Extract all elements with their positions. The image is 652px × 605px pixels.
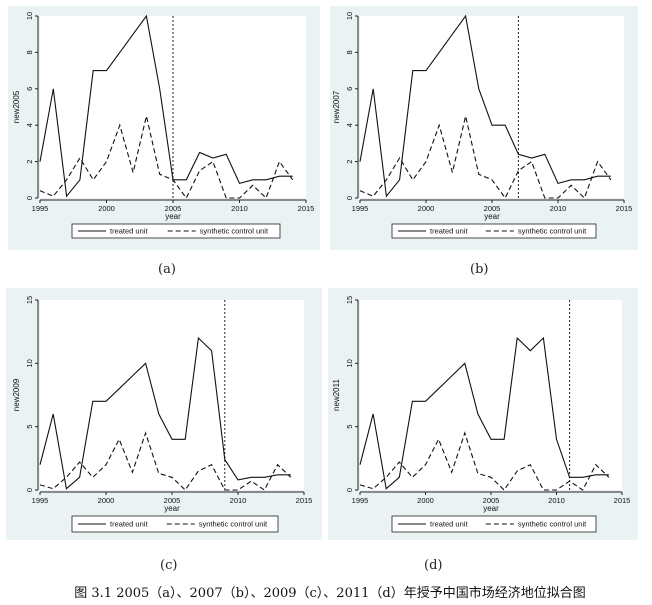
x-tick-label: 2000	[98, 204, 115, 213]
x-tick-label: 2015	[614, 496, 631, 505]
x-tick-label: 2010	[230, 496, 247, 505]
y-tick-label: 0	[345, 196, 354, 200]
y-tick-label: 6	[345, 87, 354, 91]
y-tick-label: 4	[345, 123, 354, 127]
x-tick-label: 2010	[550, 204, 567, 213]
x-axis-title: year	[164, 504, 180, 513]
legend-synthetic-label: synthetic control unit	[200, 227, 269, 236]
chart-b: 1995 2000 2005 2010 2015 0 2 4 6 8 10 year new2007 tr…	[332, 12, 633, 239]
synthetic-control-line	[359, 431, 610, 491]
subcaption-c: (c)	[160, 558, 178, 573]
panel-a: 1995 2000 2005 2010 2015 0 2 4 6 8 10 year new2005 tr…	[8, 6, 320, 250]
y-tick-label: 0	[25, 488, 34, 492]
x-tick-label: 1995	[32, 204, 49, 213]
y-tick-label: 2	[25, 160, 34, 164]
synthetic-control-line	[39, 115, 294, 200]
y-tick-label: 5	[345, 425, 354, 429]
x-tick-label: 2000	[417, 496, 434, 505]
plot-area	[360, 300, 622, 490]
plot-area	[40, 300, 304, 490]
x-tick-label: 2005	[484, 204, 501, 213]
legend-synthetic-label: synthetic control unit	[199, 520, 268, 529]
x-tick-label: 2000	[418, 204, 435, 213]
x-tick-label: 2010	[231, 204, 248, 213]
y-tick-label: 8	[345, 50, 354, 54]
y-tick-label: 10	[25, 12, 34, 20]
panel-b: 1995 2000 2005 2010 2015 0 2 4 6 8 10 year new2007 tr…	[330, 6, 638, 250]
x-tick-label: 2005	[483, 496, 500, 505]
y-axis-title: new2009	[12, 378, 21, 411]
x-tick-label: 2015	[296, 496, 313, 505]
subcaption-a: (a)	[158, 262, 176, 277]
legend-synthetic-label: synthetic control unit	[518, 520, 587, 529]
treated-unit-line	[359, 336, 609, 490]
x-tick-label: 2015	[616, 204, 633, 213]
legend-treated-label: treated unit	[110, 520, 148, 529]
synthetic-control-line	[359, 115, 612, 200]
subcaption-d: (d)	[424, 558, 443, 573]
treated-unit-line	[39, 336, 291, 490]
y-axis-title: new2005	[12, 90, 21, 123]
synthetic-control-line	[39, 431, 292, 491]
y-tick-label: 10	[345, 359, 354, 367]
x-tick-label: 2005	[165, 204, 182, 213]
x-tick-label: 2015	[298, 204, 315, 213]
legend-treated-label: treated unit	[430, 520, 468, 529]
y-tick-label: 0	[25, 196, 34, 200]
y-tick-label: 0	[345, 488, 354, 492]
chart-a: 1995 2000 2005 2010 2015 0 2 4 6 8 10 year new2005 tr…	[12, 12, 315, 239]
y-axis-title: new2007	[332, 90, 341, 123]
y-axis-title: new2011	[332, 379, 341, 411]
x-axis-title: year	[484, 212, 500, 221]
y-tick-label: 10	[345, 12, 354, 20]
y-tick-label: 15	[25, 296, 34, 304]
x-tick-label: 1995	[352, 496, 369, 505]
legend-treated-label: treated unit	[430, 227, 468, 236]
x-tick-label: 1995	[32, 496, 49, 505]
x-tick-label: 1995	[352, 204, 369, 213]
plot-area	[360, 16, 624, 198]
x-axis-title: year	[165, 212, 181, 221]
legend-synthetic-label: synthetic control unit	[518, 227, 587, 236]
legend-treated-label: treated unit	[110, 227, 148, 236]
y-tick-label: 10	[25, 359, 34, 367]
plot-area	[40, 16, 306, 198]
x-tick-label: 2005	[164, 496, 181, 505]
panel-c: 1995 2000 2005 2010 2015 0 5 10 15 year new2009 tre…	[6, 288, 322, 540]
x-tick-label: 2000	[98, 496, 115, 505]
subcaption-b: (b)	[470, 262, 489, 277]
x-tick-label: 2010	[548, 496, 565, 505]
figure-caption: 图 3.1 2005（a）、2007（b）、2009（c）、2011（d）年授予…	[74, 586, 586, 601]
y-tick-label: 4	[25, 123, 34, 127]
y-tick-label: 5	[25, 425, 34, 429]
y-tick-label: 15	[345, 296, 354, 304]
chart-d: 1995 2000 2005 2010 2015 0 5 10 15 year new2011 tre…	[332, 296, 631, 533]
y-tick-label: 8	[25, 50, 34, 54]
x-axis-title: year	[483, 504, 499, 513]
y-tick-label: 2	[345, 160, 354, 164]
panel-d: 1995 2000 2005 2010 2015 0 5 10 15 year new2011 tre…	[328, 288, 638, 540]
y-tick-label: 6	[25, 87, 34, 91]
chart-c: 1995 2000 2005 2010 2015 0 5 10 15 year new2009 tre…	[12, 296, 313, 533]
